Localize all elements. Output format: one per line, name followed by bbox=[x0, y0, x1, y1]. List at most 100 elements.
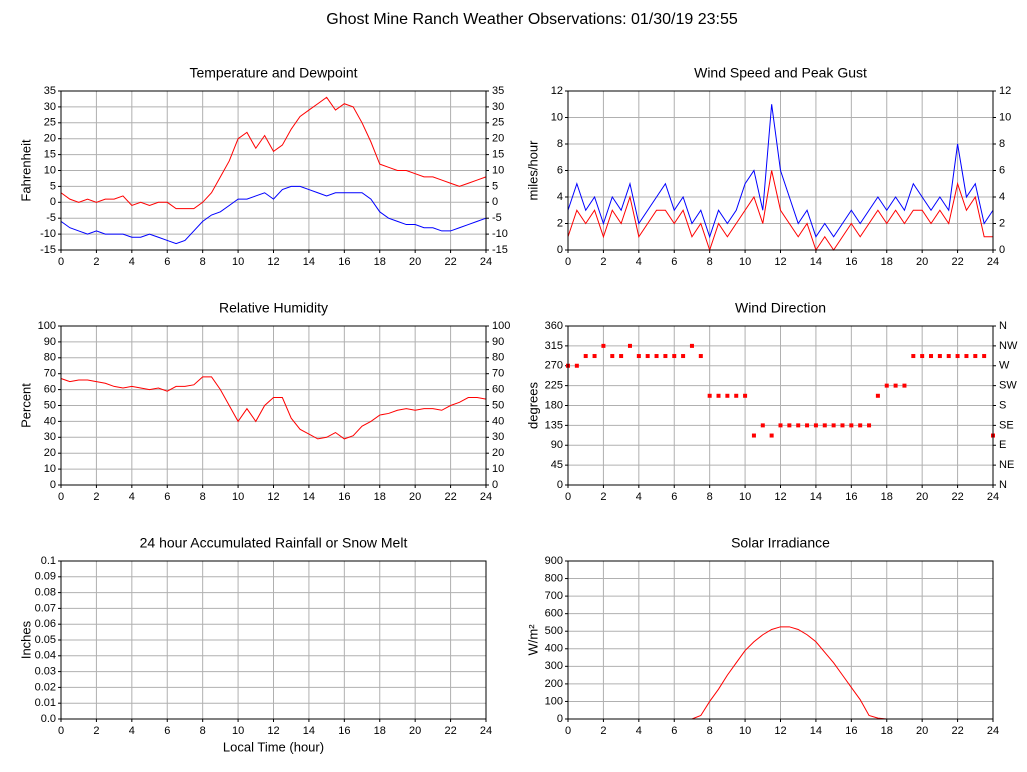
point bbox=[645, 354, 650, 359]
y-tick-label: 4 bbox=[557, 191, 563, 203]
y-axis-label: Percent bbox=[18, 383, 33, 428]
y2-tick-label: 80 bbox=[492, 352, 504, 364]
y-axis-label: miles/hour bbox=[525, 140, 540, 201]
x-tick-label: 22 bbox=[444, 725, 456, 737]
x-tick-label: 10 bbox=[232, 491, 244, 503]
y-tick-label: 30 bbox=[44, 101, 56, 113]
y2-tick-label: -5 bbox=[492, 212, 502, 224]
chart-title: Wind Speed and Peak Gust bbox=[694, 65, 867, 81]
y-tick-label: 900 bbox=[545, 555, 563, 567]
x-tick-label: 0 bbox=[565, 725, 571, 737]
y-tick-label: 500 bbox=[545, 625, 563, 637]
y-tick-label: 10 bbox=[44, 164, 56, 176]
point bbox=[716, 393, 721, 398]
y2-tick-label: 15 bbox=[492, 149, 504, 161]
x-tick-label: 4 bbox=[636, 256, 642, 268]
y-tick-label: 0.02 bbox=[35, 681, 56, 693]
x-tick-label: 12 bbox=[774, 256, 786, 268]
point bbox=[893, 383, 898, 388]
y2-tick-label: N bbox=[999, 479, 1007, 491]
x-tick-label: 0 bbox=[58, 491, 64, 503]
y-tick-label: 25 bbox=[44, 117, 56, 129]
y-tick-label: 20 bbox=[44, 447, 56, 459]
y-tick-label: 20 bbox=[44, 133, 56, 145]
y2-tick-label: W bbox=[999, 360, 1010, 372]
point bbox=[769, 433, 774, 438]
x-tick-label: 4 bbox=[129, 725, 135, 737]
y-tick-label: 0.0 bbox=[41, 713, 56, 725]
y2-tick-label: 40 bbox=[492, 415, 504, 427]
x-tick-label: 22 bbox=[951, 725, 963, 737]
point bbox=[849, 423, 854, 428]
point bbox=[574, 363, 579, 368]
x-tick-label: 0 bbox=[565, 491, 571, 503]
y2-tick-label: 50 bbox=[492, 399, 504, 411]
y-tick-label: 6 bbox=[557, 164, 563, 176]
y2-tick-label: 20 bbox=[492, 447, 504, 459]
y-tick-label: 0.08 bbox=[35, 587, 56, 599]
x-tick-label: 14 bbox=[303, 725, 315, 737]
point bbox=[902, 383, 907, 388]
point bbox=[734, 393, 739, 398]
y-tick-label: 135 bbox=[545, 419, 563, 431]
point bbox=[681, 354, 686, 359]
x-tick-label: 8 bbox=[707, 491, 713, 503]
x-tick-label: 6 bbox=[164, 725, 170, 737]
point bbox=[805, 423, 810, 428]
series-line bbox=[567, 170, 993, 252]
point bbox=[689, 343, 694, 348]
y2-tick-label: 6 bbox=[999, 164, 1005, 176]
x-tick-label: 18 bbox=[374, 725, 386, 737]
x-tick-label: 16 bbox=[845, 491, 857, 503]
point bbox=[884, 383, 889, 388]
x-tick-label: 6 bbox=[671, 725, 677, 737]
point bbox=[601, 343, 606, 348]
point bbox=[929, 354, 934, 359]
point bbox=[627, 343, 632, 348]
x-tick-label: 16 bbox=[338, 725, 350, 737]
y-tick-label: 50 bbox=[44, 399, 56, 411]
x-tick-label: 6 bbox=[164, 256, 170, 268]
point bbox=[698, 354, 703, 359]
x-tick-label: 10 bbox=[232, 256, 244, 268]
y-tick-label: 100 bbox=[38, 320, 56, 332]
x-tick-label: 24 bbox=[480, 725, 492, 737]
x-tick-label: 14 bbox=[810, 256, 822, 268]
x-tick-label: 8 bbox=[200, 725, 206, 737]
x-tick-label: 24 bbox=[987, 491, 999, 503]
y-tick-label: -10 bbox=[40, 228, 56, 240]
series-line bbox=[60, 376, 487, 440]
y-tick-label: 360 bbox=[545, 320, 563, 332]
page-title: Ghost Mine Ranch Weather Observations: 0… bbox=[326, 11, 738, 28]
x-tick-label: 22 bbox=[951, 256, 963, 268]
chart-title: Relative Humidity bbox=[219, 300, 328, 316]
point bbox=[760, 423, 765, 428]
y2-tick-label: 0 bbox=[999, 244, 1005, 256]
point bbox=[813, 423, 818, 428]
y2-tick-label: N bbox=[999, 320, 1007, 332]
series-line bbox=[567, 104, 994, 239]
y-tick-label: 5 bbox=[50, 180, 56, 192]
y-tick-label: 45 bbox=[551, 459, 563, 471]
y-axis-label: W/m² bbox=[525, 624, 540, 656]
y-tick-label: 15 bbox=[44, 149, 56, 161]
y-tick-label: -15 bbox=[40, 244, 56, 256]
y2-tick-label: 10 bbox=[492, 164, 504, 176]
series-line bbox=[60, 96, 487, 210]
point bbox=[955, 354, 960, 359]
x-tick-label: 12 bbox=[774, 725, 786, 737]
y-tick-label: 600 bbox=[545, 608, 563, 620]
y2-tick-label: 10 bbox=[492, 463, 504, 475]
x-tick-label: 10 bbox=[739, 491, 751, 503]
y-tick-label: 0 bbox=[557, 713, 563, 725]
y-axis-label: Inches bbox=[18, 620, 33, 659]
chart-title: Wind Direction bbox=[735, 300, 826, 316]
y-tick-label: 315 bbox=[545, 340, 563, 352]
x-tick-label: 14 bbox=[810, 491, 822, 503]
x-tick-label: 4 bbox=[129, 256, 135, 268]
point bbox=[787, 423, 792, 428]
x-tick-label: 24 bbox=[987, 256, 999, 268]
x-tick-label: 20 bbox=[916, 725, 928, 737]
chart-title: Solar Irradiance bbox=[731, 535, 830, 551]
point bbox=[964, 354, 969, 359]
